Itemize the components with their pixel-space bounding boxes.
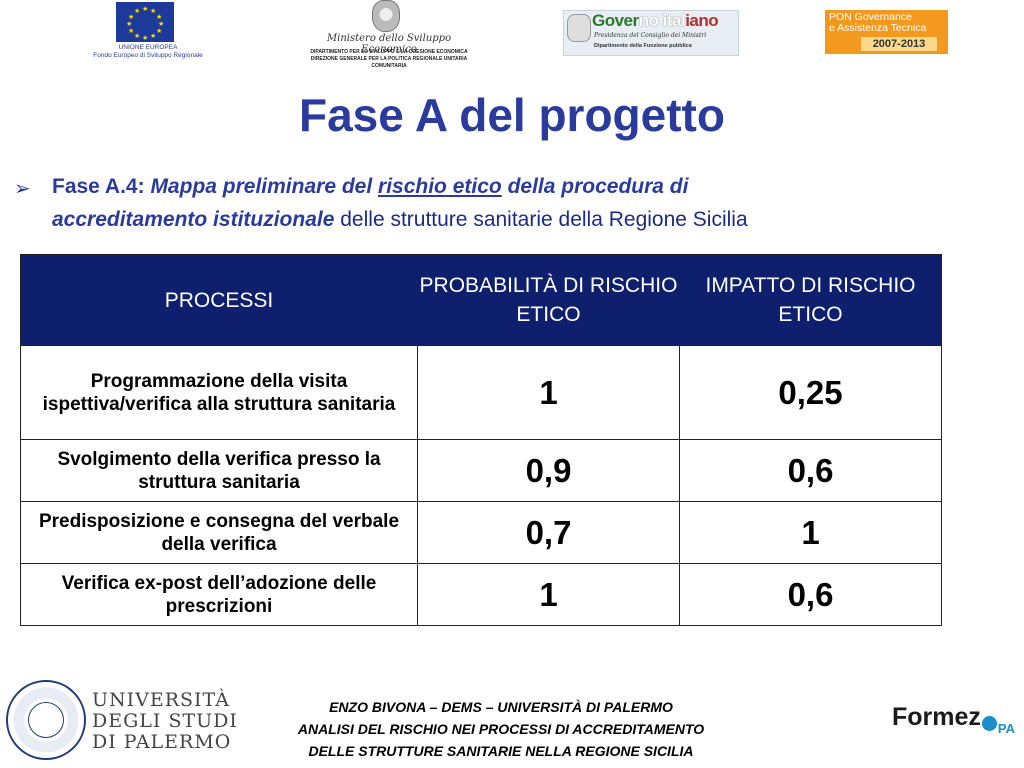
intro-italic1: Mappa preliminare del: [150, 175, 373, 198]
university-seal-icon: [6, 680, 86, 760]
formez-name: Formez: [892, 703, 981, 731]
footer-subtitle2: DELLE STRUTTURE SANITARIE NELLA REGIONE …: [308, 743, 694, 759]
gov-logo-sub1: Presidenza del Consiglio dei Ministri: [594, 32, 707, 39]
university-line3: DI PALERMO: [92, 731, 232, 753]
intro-label: Fase A.4:: [52, 175, 145, 198]
eu-logo: ★ ★ ★ ★ ★ ★ ★ ★ ★ ★ ★ ★ UNIONE EUROPEA F…: [78, 2, 218, 64]
intro-paragraph: Fase A.4: Mappa preliminare del rischio …: [52, 170, 1012, 236]
pon-logo-line1: PON Governance: [829, 11, 912, 23]
table-row: Programmazione della visita ispettiva/ve…: [20, 345, 942, 440]
intro-italic3: accreditamento istituzionale: [52, 208, 335, 231]
eu-logo-line2: Fondo Europeo di Sviluppo Regionale: [93, 52, 203, 59]
impact-cell: 0,25: [679, 345, 942, 440]
formez-suffix: PA: [997, 721, 1016, 736]
process-cell: Programmazione della visita ispettiva/ve…: [20, 345, 418, 440]
intro-italic2: della procedura di: [507, 175, 689, 198]
gov-logo-sub2: Dipartimento della Funzione pubblica: [594, 43, 692, 49]
university-line1: UNIVERSITÀ: [92, 689, 230, 711]
probability-cell: 1: [417, 563, 680, 626]
probability-cell: 0,9: [417, 439, 680, 502]
formez-dot-icon: [981, 716, 997, 731]
impact-cell: 0,6: [679, 563, 942, 626]
eu-logo-line1: UNIONE EUROPEA: [118, 44, 178, 51]
pon-logo-line2: e Assistenza Tecnica: [829, 22, 927, 34]
mse-logo-line1: DIPARTIMENTO PER LO SVILUPPO E LA COESIO…: [310, 49, 468, 55]
intro-plain: delle strutture sanitarie della Regione …: [340, 208, 748, 231]
pon-governance-logo: PON Governance e Assistenza Tecnica 2007…: [825, 10, 948, 54]
table-row: Predisposizione e consegna del verbale d…: [20, 501, 942, 564]
university-name: UNIVERSITÀ DEGLI STUDI DI PALERMO: [92, 690, 238, 753]
table-row: Svolgimento della verifica presso la str…: [20, 439, 942, 502]
impact-cell: 0,6: [679, 439, 942, 502]
mse-logo: Ministero dello Sviluppo Economico DIPAR…: [300, 0, 478, 70]
process-cell: Verifica ex-post dell’adozione delle pre…: [20, 563, 418, 626]
probability-cell: 0,7: [417, 501, 680, 564]
italian-emblem-icon: [372, 0, 400, 32]
gov-title-c: iano: [685, 11, 719, 30]
impact-cell: 1: [679, 501, 942, 564]
university-line2: DEGLI STUDI: [92, 710, 238, 732]
gov-title-b: no ital: [638, 11, 686, 30]
eu-flag-icon: ★ ★ ★ ★ ★ ★ ★ ★ ★ ★ ★ ★: [116, 2, 174, 42]
italian-emblem-icon: [567, 14, 591, 42]
footer-subtitle1: ANALISI DEL RISCHIO NEI PROCESSI DI ACCR…: [297, 721, 705, 737]
footer-text: ENZO BIVONA – DEMS – UNIVERSITÀ DI PALER…: [246, 696, 756, 762]
governo-italiano-logo: Governo italiano Presidenza del Consigli…: [563, 10, 739, 56]
probability-cell: 1: [417, 345, 680, 440]
formez-logo: Formez PA: [892, 703, 1015, 736]
header-probabilita: PROBABILITÀ DI RISCHIO ETICO: [417, 254, 680, 346]
header-processi: PROCESSI: [20, 254, 418, 346]
arrow-bullet-icon: ➢: [14, 176, 31, 200]
slide-title: Fase A del progetto: [299, 89, 725, 141]
intro-underlined: rischio etico: [378, 175, 502, 198]
risk-table: PROCESSI PROBABILITÀ DI RISCHIO ETICO IM…: [20, 254, 942, 626]
header-impatto: IMPATTO DI RISCHIO ETICO: [679, 254, 942, 346]
table-row: Verifica ex-post dell’adozione delle pre…: [20, 563, 942, 626]
mse-logo-name: Ministero dello Sviluppo Economico: [326, 33, 452, 55]
process-cell: Predisposizione e consegna del verbale d…: [20, 501, 418, 564]
gov-title-a: Gover: [592, 11, 639, 30]
mse-logo-line2: DIREZIONE GENERALE PER LA POLITICA REGIO…: [310, 56, 468, 69]
table-header-row: PROCESSI PROBABILITÀ DI RISCHIO ETICO IM…: [20, 254, 942, 346]
process-cell: Svolgimento della verifica presso la str…: [20, 439, 418, 502]
footer-author: ENZO BIVONA – DEMS – UNIVERSITÀ DI PALER…: [329, 699, 673, 715]
pon-logo-years: 2007-2013: [861, 37, 937, 51]
